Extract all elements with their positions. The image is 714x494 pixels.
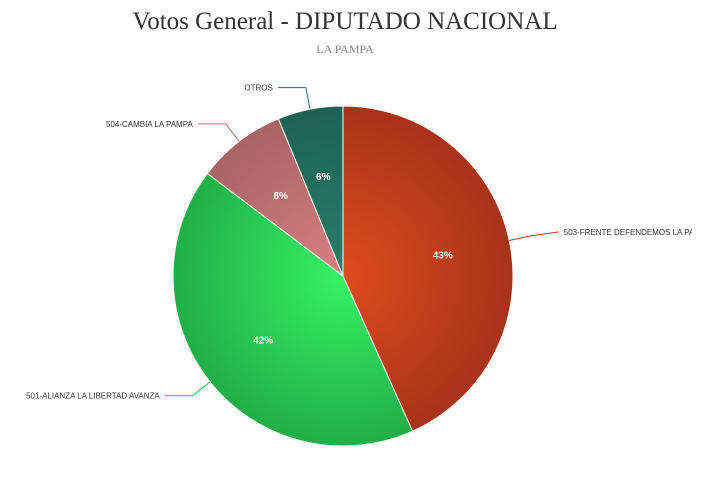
connector-line	[277, 87, 311, 110]
slice-data-label: 6%	[316, 172, 331, 183]
slice-data-label: 43%	[433, 251, 453, 262]
slice-data-label: 8%	[274, 191, 289, 202]
connector-line	[164, 381, 211, 397]
slice-name-label: 503-FRENTE DEFENDEMOS LA PAMPA	[564, 228, 712, 237]
slice-name-label: 504-CAMBIA LA PAMPA	[106, 120, 194, 129]
slice-name-label: 501-ALIANZA LA LIBERTAD AVANZA	[26, 392, 160, 401]
chart-subtitle: LA PAMPA	[316, 42, 374, 56]
slice-data-label: 42%	[253, 336, 273, 347]
chart-title: Votos General - DIPUTADO NACIONAL	[132, 8, 558, 35]
pie-slice[interactable]	[206, 118, 345, 278]
connector-line	[509, 231, 559, 241]
pie-slice[interactable]	[277, 105, 344, 277]
slice-name-label: OTROS	[244, 84, 272, 93]
connector-line	[197, 123, 240, 142]
pie-slice[interactable]	[342, 105, 514, 432]
